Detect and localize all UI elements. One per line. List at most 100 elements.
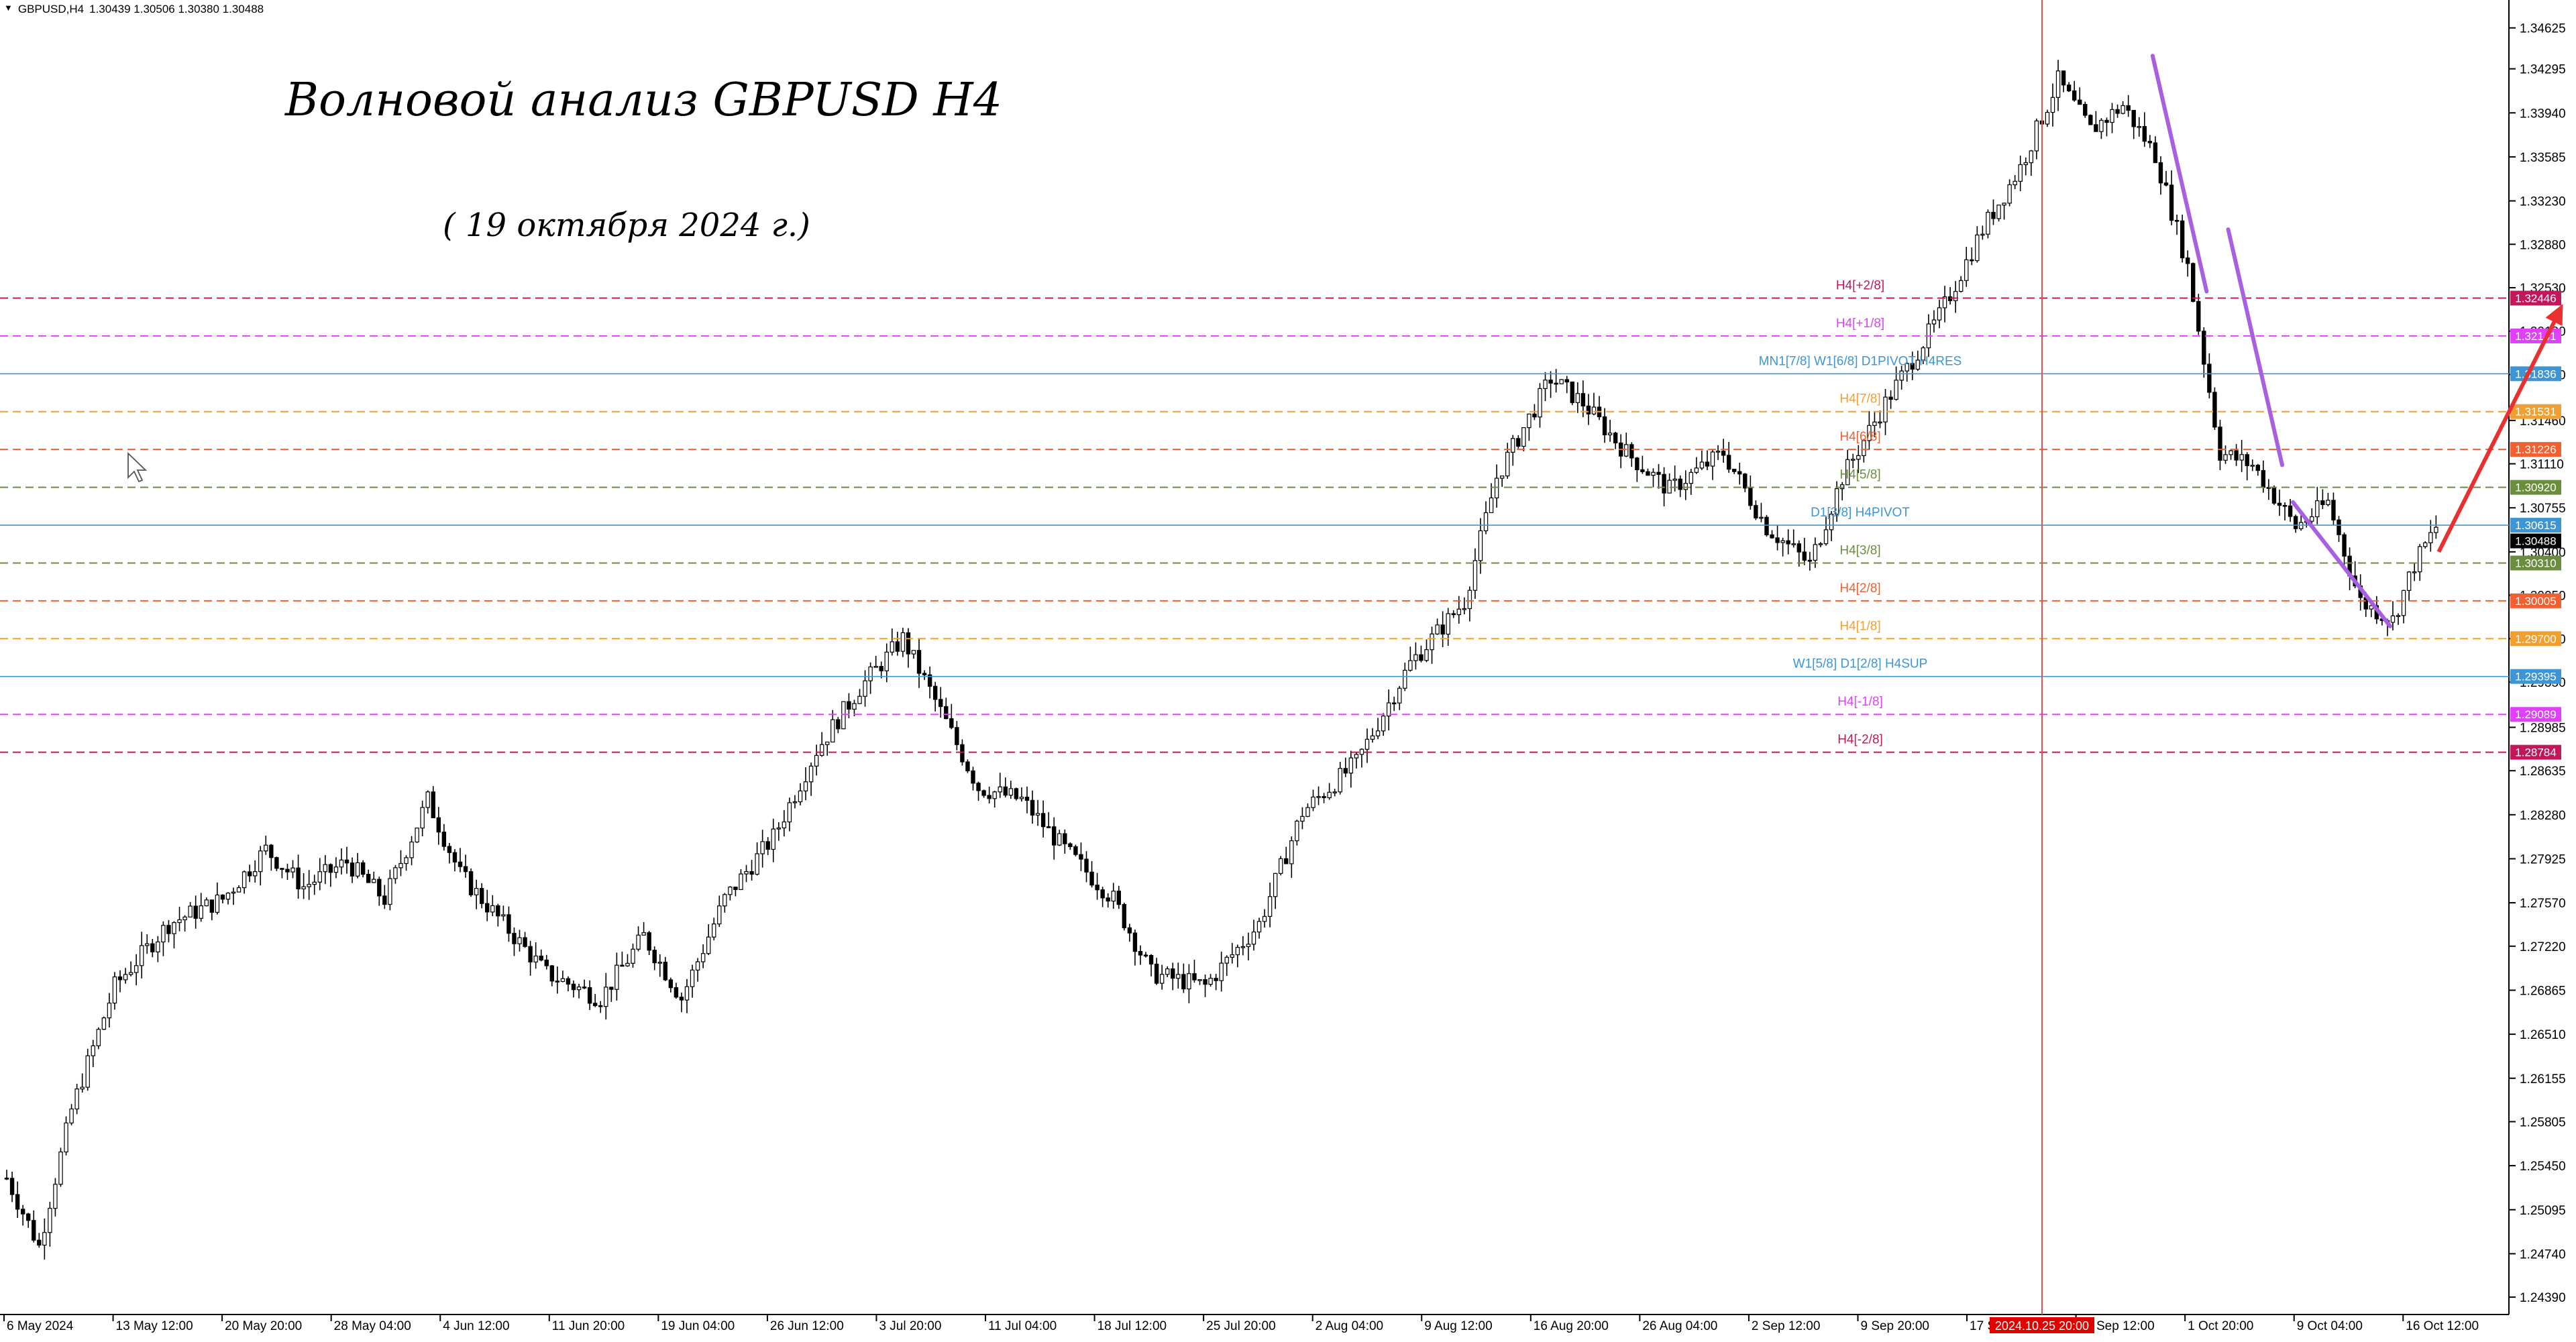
candle-body <box>1203 979 1208 985</box>
candle-body <box>1699 461 1705 469</box>
candle-body <box>404 857 409 864</box>
level-price-badge-text: 1.30005 <box>2515 595 2556 608</box>
candle-body <box>1127 927 1132 934</box>
level-price-badge <box>2510 744 2561 760</box>
price-tick-label: 1.25805 <box>2520 1115 2566 1129</box>
candle-body <box>1931 319 1937 325</box>
candle-body <box>863 680 867 697</box>
candle-body <box>258 850 263 873</box>
level-price-badge-text: 1.31226 <box>2515 443 2556 456</box>
candle-body <box>101 1017 107 1030</box>
price-tick-label: 1.26155 <box>2520 1072 2566 1086</box>
candle-body <box>382 895 387 905</box>
candle-body <box>1538 388 1542 418</box>
candle-body <box>609 987 614 990</box>
candle-body <box>2142 126 2147 142</box>
candle-body <box>2282 504 2288 507</box>
dropdown-triangle-icon[interactable]: ▼ <box>4 3 13 13</box>
candle-body <box>128 972 133 975</box>
candle-body <box>819 744 824 756</box>
candle-body <box>1505 451 1510 477</box>
candle-body <box>787 802 792 823</box>
time-tick-label: 9 Sep 20:00 <box>1860 1319 1929 1333</box>
candle-body <box>37 1239 42 1246</box>
candle-body <box>177 919 182 924</box>
level-label: H4[1/8] <box>1839 619 1880 633</box>
candle-body <box>1489 497 1494 514</box>
candle-body <box>1834 488 1839 515</box>
candle-body <box>215 894 220 913</box>
candle-body <box>1564 379 1569 383</box>
candle-body <box>1845 459 1850 486</box>
candle-body <box>2104 119 2109 123</box>
candle-body <box>706 936 711 954</box>
candle-body <box>1046 826 1051 828</box>
price-tick-label: 1.26510 <box>2520 1028 2566 1042</box>
candle-body <box>1035 813 1040 816</box>
candle-body <box>2147 141 2153 144</box>
candle-body <box>549 965 555 982</box>
candle-body <box>955 727 959 745</box>
candle-body <box>679 997 684 1001</box>
candle-body <box>803 781 808 791</box>
candle-body <box>1883 396 1888 423</box>
candle-body <box>1111 891 1116 902</box>
candle-body <box>2153 142 2158 164</box>
candle-body <box>350 862 355 877</box>
candle-body <box>641 932 646 936</box>
candle-body <box>112 976 117 1004</box>
candle-body <box>1904 363 1909 372</box>
candle-body <box>576 987 582 991</box>
candle-body <box>393 867 398 879</box>
candle-body <box>2185 257 2190 264</box>
candle-body <box>2018 164 2023 182</box>
candle-body <box>1176 974 1181 979</box>
candle-body <box>2207 364 2212 393</box>
candle-body <box>1327 791 1332 798</box>
candle-body <box>85 1055 90 1088</box>
candle-body <box>1197 979 1202 981</box>
candle-body <box>123 974 128 981</box>
candle-body <box>64 1122 68 1153</box>
candle-body <box>523 937 527 947</box>
symbol-header: ▼ GBPUSD,H4 1.30439 1.30506 1.30380 1.30… <box>4 3 264 16</box>
candles <box>4 60 2438 1260</box>
candle-body <box>1440 624 1445 635</box>
candle-body <box>2218 427 2222 461</box>
candle-body <box>1975 234 1980 262</box>
candle-body <box>857 695 862 704</box>
candle-body <box>1359 748 1364 755</box>
candle-body <box>58 1152 63 1185</box>
candle-body <box>2406 571 2412 591</box>
candle-body <box>501 914 506 917</box>
candle-body <box>1986 211 1990 235</box>
wave-line <box>2150 54 2209 294</box>
candle-body <box>512 933 517 944</box>
candle-body <box>1624 444 1629 457</box>
candle-body <box>172 921 176 934</box>
price-tick-label: 1.34625 <box>2520 22 2566 36</box>
candle-body <box>2418 546 2422 573</box>
candle-body <box>2315 500 2320 518</box>
candle-body <box>1737 471 1742 475</box>
level-price-badge-text: 1.29089 <box>2515 708 2556 721</box>
candle-body <box>2121 105 2125 114</box>
candle-body <box>2012 180 2017 186</box>
candle-body <box>1521 427 1526 447</box>
time-tick-label: 26 Aug 04:00 <box>1642 1319 1717 1333</box>
candle-body <box>1408 660 1413 671</box>
candle-body <box>1726 455 1731 470</box>
candle-body <box>1813 544 1818 561</box>
candle-body <box>1295 820 1299 842</box>
candle-body <box>1192 973 1197 981</box>
candle-body <box>1246 944 1251 948</box>
level-label: H4[3/8] <box>1839 543 1880 557</box>
time-tick-label: 19 Jun 04:00 <box>661 1319 735 1333</box>
candle-body <box>987 795 991 799</box>
candle-body <box>1040 813 1046 828</box>
level-price-badge <box>2510 480 2561 495</box>
candle-body <box>26 1213 31 1221</box>
candle-body <box>1100 889 1105 899</box>
